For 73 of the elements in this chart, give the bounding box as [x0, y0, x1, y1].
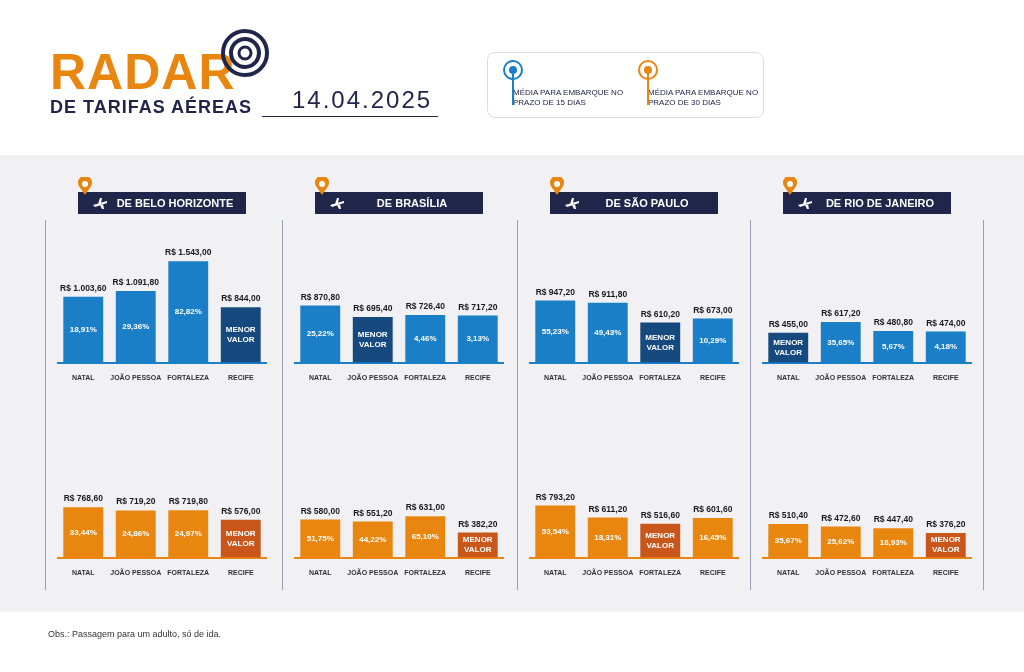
data-label: R$ 516,60: [640, 509, 681, 520]
chart-title: DE RIO DE JANEIRO: [783, 192, 951, 214]
data-label: R$ 870,80: [300, 291, 341, 302]
annotation: 33,44%: [69, 527, 97, 537]
text: MÉDIA PARA EMBARQUE NO PRAZO DE 30 DIAS: [648, 88, 760, 108]
annotation: 3,13%: [466, 334, 490, 344]
annotation: 10,29%: [699, 335, 727, 345]
data-label: R$ 480,80: [873, 317, 914, 328]
data-label: R$ 673,00: [693, 304, 733, 315]
data-label: R$ 719,80: [168, 496, 209, 507]
text: Obs.: Passagem para um adulto, só de ida.: [48, 629, 222, 639]
annotation: MENOR VALOR: [773, 337, 804, 357]
data-label: R$ 610,20: [640, 308, 681, 319]
data-label: R$ 510,40: [768, 510, 809, 521]
annotation: 18,93%: [879, 538, 907, 548]
annotation: MENOR VALOR: [645, 530, 676, 550]
data-label: R$ 611,20: [588, 503, 628, 514]
chart-title: DE SÃO PAULO: [550, 192, 718, 214]
data-label: R$ 617,20: [821, 308, 861, 319]
annotation: 53,54%: [541, 526, 569, 536]
annotation: 44,22%: [359, 534, 387, 544]
annotation: 29,36%: [122, 321, 150, 331]
data-label: R$ 1.091,80: [112, 277, 160, 288]
annotation: 4,18%: [934, 342, 958, 352]
annotation: 25,62%: [827, 537, 855, 547]
annotation: 18,31%: [594, 532, 622, 542]
text: 14.04.2025: [292, 86, 433, 114]
data-label: R$ 472,60: [821, 512, 861, 523]
data-label: R$ 844,00: [221, 293, 261, 304]
data-label: R$ 376,20: [926, 518, 966, 529]
data-label: R$ 447,40: [873, 514, 914, 525]
annotation: 25,22%: [306, 329, 334, 339]
text: RADAR DE TARIFAS AÉREAS: [50, 44, 253, 118]
annotation: 24,97%: [174, 529, 202, 539]
chart-title: DE BRASÍLIA: [315, 192, 483, 214]
data-label: R$ 601,60: [693, 504, 733, 515]
annotation: 51,75%: [306, 533, 334, 543]
data-label: R$ 768,60: [63, 493, 104, 504]
data-label: R$ 911,80: [588, 288, 628, 299]
data-label: R$ 695,40: [353, 303, 393, 314]
data-label: R$ 726,40: [405, 301, 446, 311]
data-label: R$ 947,20: [535, 286, 576, 297]
annotation: MENOR VALOR: [930, 535, 961, 555]
annotation: 49,43%: [594, 327, 622, 337]
annotation: MENOR VALOR: [225, 528, 256, 548]
annotation: 35,65%: [827, 337, 855, 347]
annotation: MENOR VALOR: [462, 535, 493, 555]
annotation: MENOR VALOR: [357, 329, 388, 349]
annotation: 24,86%: [122, 529, 150, 539]
data-label: R$ 1.543,00: [165, 247, 212, 258]
annotation: 4,46%: [413, 333, 437, 343]
data-label: R$ 551,20: [353, 507, 393, 518]
data-label: R$ 631,00: [405, 502, 446, 513]
data-label: R$ 580,00: [300, 505, 341, 516]
annotation: 35,67%: [774, 536, 802, 546]
text: MÉDIA PARA EMBARQUE NO PRAZO DE 15 DIAS: [513, 88, 625, 108]
chart-title: DE BELO HORIZONTE: [78, 192, 246, 214]
data-label: R$ 793,20: [535, 491, 576, 502]
annotation: 16,45%: [699, 533, 727, 543]
data-label: R$ 719,20: [116, 496, 156, 507]
data-label: R$ 382,20: [458, 518, 498, 529]
annotation: 5,67%: [881, 342, 905, 352]
annotation: 18,91%: [69, 324, 97, 334]
data-label: R$ 717,20: [458, 301, 498, 312]
annotation: MENOR VALOR: [645, 332, 676, 352]
annotation: MENOR VALOR: [225, 325, 256, 345]
data-label: R$ 576,00: [221, 505, 261, 516]
data-label: R$ 1.003,60: [60, 282, 107, 293]
annotation: 82,82%: [174, 307, 202, 317]
data-label: R$ 474,00: [926, 317, 966, 328]
data-label: R$ 455,00: [768, 318, 809, 329]
annotation: 55,23%: [541, 326, 569, 336]
annotation: 65,10%: [411, 532, 439, 542]
